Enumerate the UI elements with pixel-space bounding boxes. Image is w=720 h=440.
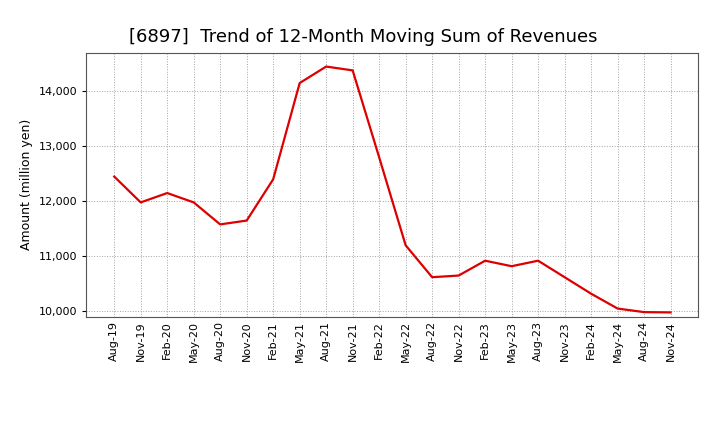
Y-axis label: Amount (million yen): Amount (million yen) [20, 119, 33, 250]
Text: [6897]  Trend of 12-Month Moving Sum of Revenues: [6897] Trend of 12-Month Moving Sum of R… [130, 28, 598, 46]
